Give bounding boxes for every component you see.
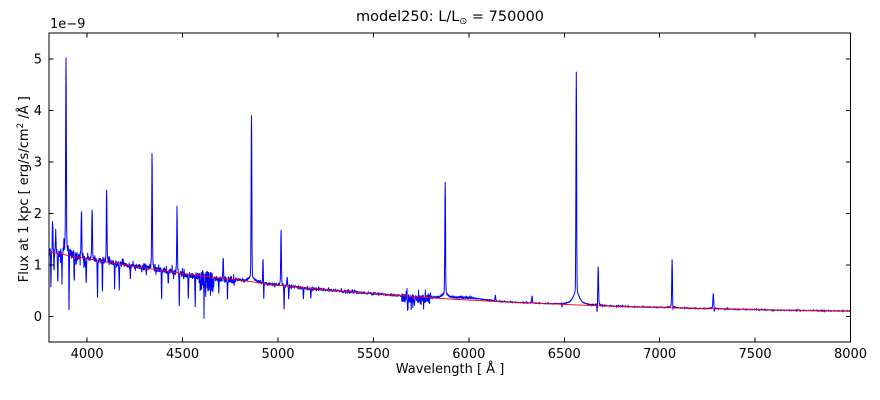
y-tick-label: 3 bbox=[34, 155, 42, 170]
x-tick-label: 6500 bbox=[548, 347, 581, 362]
y-axis-label-suffix: /Å ] bbox=[17, 96, 33, 123]
sun-symbol: ⊙ bbox=[459, 16, 468, 27]
continuum-line bbox=[48, 251, 851, 312]
y-axis-label-superscript: 2 bbox=[15, 122, 26, 129]
plot-frame bbox=[48, 32, 851, 343]
x-tick-label: 4500 bbox=[166, 347, 199, 362]
x-tick-label: 5000 bbox=[261, 347, 294, 362]
y-tick-label: 5 bbox=[34, 52, 42, 67]
y-axis-label-prefix: Flux at 1 kpc [ erg/s/cm bbox=[17, 128, 33, 283]
y-axis-label: Flux at 1 kpc [ erg/s/cm2 /Å ] bbox=[16, 89, 32, 289]
x-tick-label: 5500 bbox=[357, 347, 390, 362]
x-tick-label: 4000 bbox=[71, 347, 104, 362]
x-tick-label: 7000 bbox=[643, 347, 676, 362]
x-tick-label: 8000 bbox=[834, 347, 867, 362]
chart-title-suffix: = 750000 bbox=[467, 9, 545, 25]
y-tick-label: 4 bbox=[34, 104, 42, 119]
y-tick-label: 0 bbox=[34, 310, 42, 325]
y-tick-label: 1 bbox=[34, 258, 42, 273]
chart-title-prefix: model250: L/L bbox=[355, 9, 460, 25]
chart-title: model250: L/L⊙ = 750000 bbox=[49, 9, 851, 27]
x-axis-label: Wavelength [ Å ] bbox=[395, 362, 505, 377]
spectrum-line bbox=[48, 57, 851, 319]
x-tick-label: 6000 bbox=[452, 347, 485, 362]
x-tick-label: 7500 bbox=[739, 347, 772, 362]
y-tick-label: 2 bbox=[34, 207, 42, 222]
y-axis-offset-label: 1e−9 bbox=[50, 17, 86, 32]
